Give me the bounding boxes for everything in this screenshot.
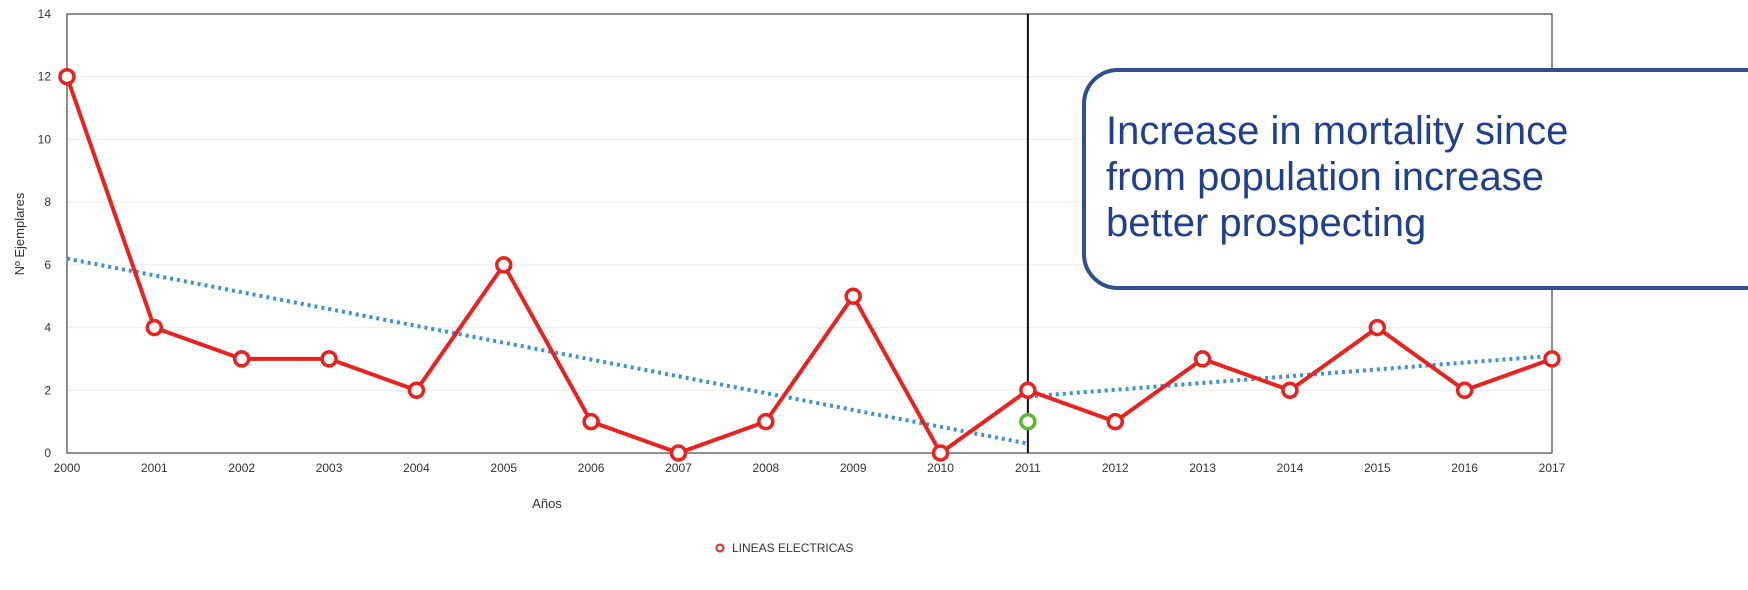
grid-lines: [67, 76, 1552, 391]
data-point: [844, 287, 862, 305]
data-point: [232, 350, 251, 368]
y-tick-label: 12: [38, 70, 52, 84]
x-tick-label: 2001: [141, 461, 168, 475]
x-tick-label: 2000: [54, 461, 81, 475]
trendlines: [66, 256, 1553, 446]
x-axis-title: Años: [532, 496, 562, 511]
data-point: [407, 381, 426, 400]
x-tick-label: 2007: [665, 461, 692, 475]
series-lines: [65, 76, 1553, 455]
x-tick-label: 2008: [752, 461, 779, 475]
data-point: [1193, 350, 1212, 368]
trendline: [66, 256, 1029, 446]
annotation-text: Increase in mortality since from populat…: [1106, 109, 1569, 245]
x-tick-label: 2012: [1102, 461, 1129, 475]
x-tick-label: 2017: [1539, 461, 1566, 475]
y-tick-label: 14: [38, 7, 52, 21]
series-line: [65, 76, 1553, 455]
x-tick-label: 2002: [228, 461, 255, 475]
x-tick-label: 2009: [840, 461, 867, 475]
data-point: [1455, 381, 1474, 400]
data-point: [320, 350, 338, 368]
legend: LINEAS ELECTRICAS: [715, 541, 853, 555]
y-axis-title: Nº Ejemplares: [12, 192, 27, 275]
y-tick-label: 4: [44, 321, 51, 335]
y-tick-label: 0: [44, 446, 51, 460]
x-tick-label: 2005: [490, 461, 517, 475]
annotation-callout: Increase in mortality since from populat…: [1082, 68, 1748, 290]
legend-label: LINEAS ELECTRICAS: [732, 541, 853, 555]
data-point: [1019, 381, 1037, 400]
x-tick-label: 2010: [927, 461, 954, 475]
data-point: [58, 67, 76, 86]
data-point: [495, 256, 513, 274]
y-tick-label: 8: [44, 195, 51, 209]
x-tick-label: 2013: [1189, 461, 1216, 475]
data-point: [1106, 412, 1124, 431]
x-tick-label: 2004: [403, 461, 430, 475]
data-points: [58, 67, 1561, 462]
y-axis-ticks: 0 2 4 6 8 10 12 14: [38, 7, 52, 460]
x-tick-label: 2006: [578, 461, 605, 475]
y-tick-label: 10: [38, 132, 52, 146]
highlight-point: [1019, 412, 1037, 431]
x-tick-label: 2011: [1015, 461, 1041, 475]
data-point: [757, 412, 775, 431]
data-point: [1543, 350, 1561, 368]
x-tick-label: 2003: [316, 461, 343, 475]
data-point: [931, 444, 950, 462]
legend-marker: [715, 543, 725, 553]
x-tick-label: 2015: [1364, 461, 1391, 475]
y-tick-label: 2: [44, 383, 51, 397]
data-point: [145, 318, 164, 337]
data-point: [669, 444, 688, 462]
y-tick-label: 6: [44, 258, 51, 272]
x-tick-label: 2014: [1277, 461, 1304, 475]
data-point: [1281, 381, 1299, 400]
data-point: [582, 412, 600, 431]
x-tick-label: 2016: [1451, 461, 1478, 475]
data-point: [1368, 318, 1387, 337]
x-axis-ticks: 2000 2001 2002 2003 2004 2005 2006 2007 2008 2009…: [54, 461, 1566, 475]
